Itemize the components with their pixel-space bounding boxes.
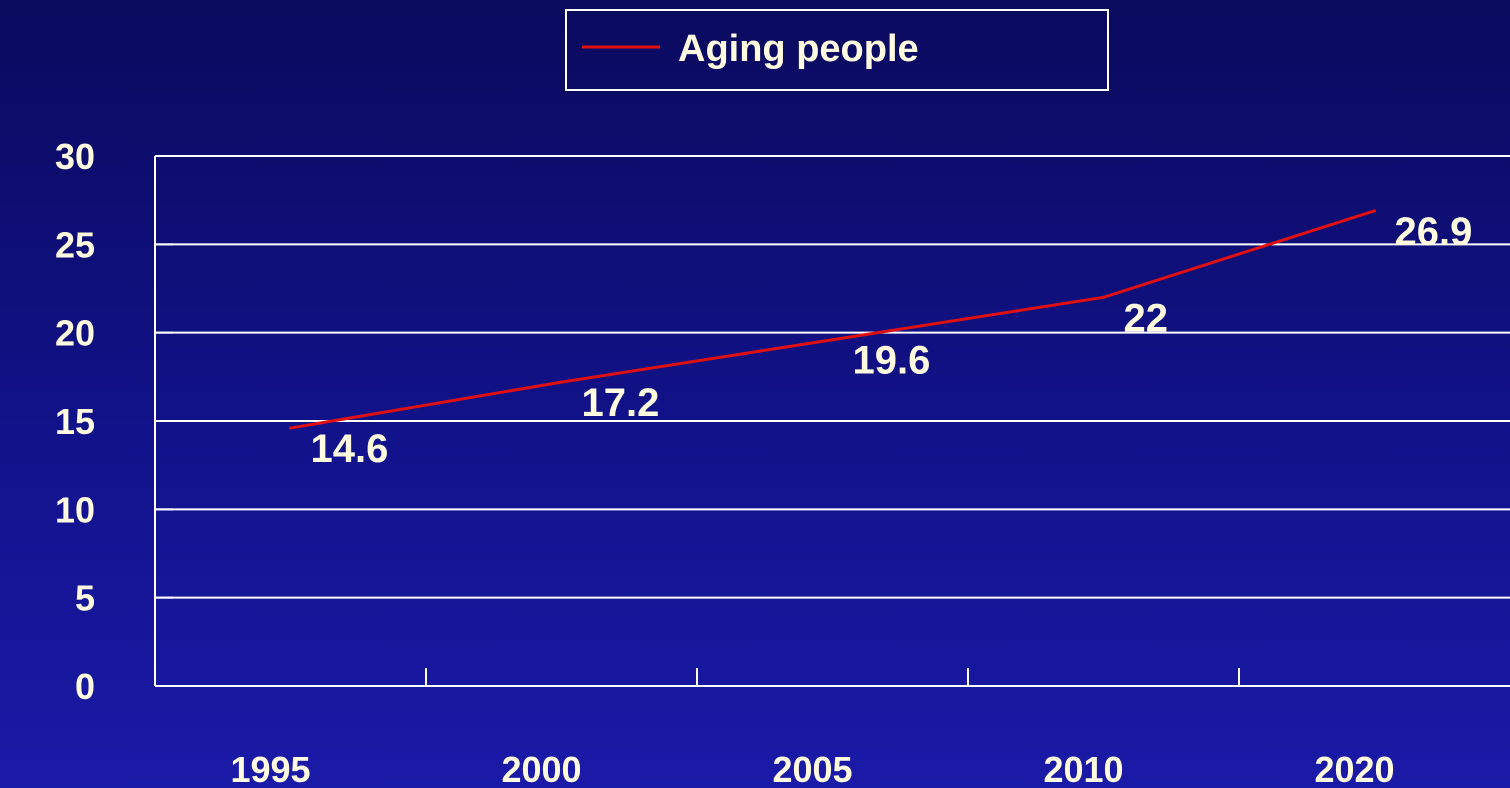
y-tick-label: 25 [55, 224, 95, 265]
data-point [560, 380, 563, 384]
data-point [289, 426, 292, 430]
x-tick-label: 1995 [230, 749, 310, 788]
legend: Aging people [565, 9, 1109, 91]
y-axis-tick-labels: 0 5 10 15 20 25 30 [55, 136, 95, 707]
data-point [831, 338, 834, 342]
data-label: 26.9 [1395, 210, 1473, 254]
data-labels: 14.6 17.2 19.6 22 26.9 [311, 210, 1473, 471]
y-tick-label: 5 [75, 578, 95, 619]
series-aging-people [289, 209, 1376, 430]
x-axis-tick-labels: 1995 2000 2005 2010 2020 [230, 749, 1394, 788]
data-label: 17.2 [582, 381, 660, 425]
data-label: 19.6 [853, 339, 931, 383]
axes [154, 155, 1510, 687]
legend-box [565, 9, 1109, 91]
data-point [1102, 295, 1105, 299]
data-label: 14.6 [311, 427, 389, 471]
y-tick-label: 15 [55, 401, 95, 442]
x-tick-label: 2000 [501, 749, 581, 788]
y-tick-label: 10 [55, 489, 95, 530]
y-tick-label: 30 [55, 136, 95, 177]
legend-label: Aging people [678, 28, 919, 70]
gridlines [155, 155, 1510, 599]
data-label: 22 [1124, 296, 1169, 340]
x-tick-label: 2010 [1043, 749, 1123, 788]
data-point [1373, 209, 1376, 213]
x-tick-label: 2020 [1314, 749, 1394, 788]
x-tick-label: 2005 [772, 749, 852, 788]
y-tick-label: 20 [55, 313, 95, 354]
y-tick-label: 0 [75, 666, 95, 707]
